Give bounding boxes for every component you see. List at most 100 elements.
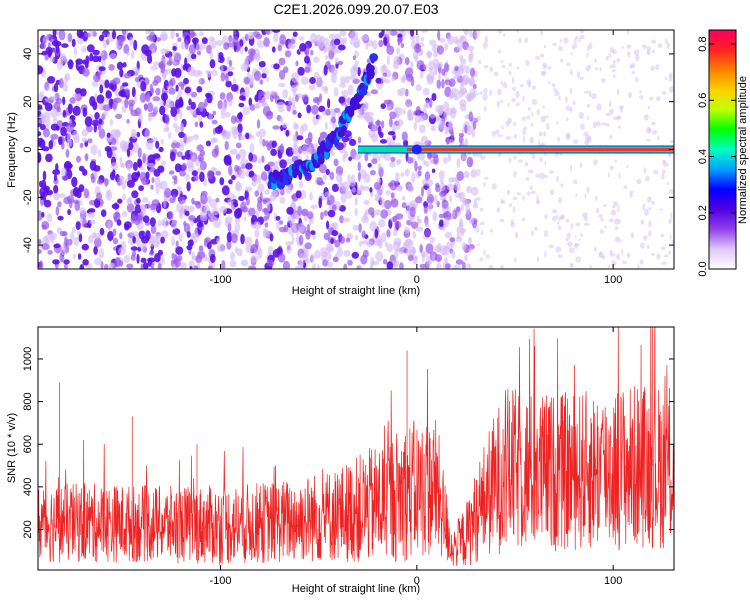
noise-blob — [147, 162, 156, 168]
noise-blob — [483, 249, 486, 256]
noise-blob — [52, 192, 61, 201]
noise-blob — [84, 32, 91, 38]
noise-blob — [190, 154, 196, 163]
noise-blob — [592, 159, 598, 166]
noise-blob — [309, 253, 315, 262]
noise-blob — [248, 265, 257, 269]
noise-blob — [201, 193, 206, 200]
noise-blob — [489, 66, 494, 73]
noise-blob — [350, 66, 358, 76]
noise-blob — [558, 196, 562, 204]
colorbar-tick-label: 0.2 — [697, 205, 709, 220]
spectrogram-frame — [37, 29, 675, 270]
noise-blob — [200, 214, 208, 222]
noise-blob — [393, 55, 401, 66]
noise-blob — [96, 94, 105, 104]
noise-blob — [318, 105, 326, 113]
noise-blob — [104, 263, 109, 269]
noise-blob — [512, 196, 518, 201]
noise-blob — [668, 189, 674, 194]
noise-blob — [175, 84, 179, 92]
noise-blob — [342, 217, 351, 223]
noise-blob — [401, 75, 406, 82]
noise-blob — [41, 220, 50, 230]
noise-blob — [76, 155, 81, 163]
noise-blob — [291, 236, 295, 244]
noise-blob — [359, 240, 362, 248]
noise-blob — [420, 36, 424, 42]
noise-blob — [365, 114, 373, 122]
noise-blob — [645, 126, 652, 134]
noise-blob — [140, 81, 147, 92]
noise-blob — [192, 200, 201, 206]
noise-blob — [304, 55, 310, 64]
noise-blob — [184, 39, 189, 50]
noise-blob — [476, 115, 481, 121]
noise-blob — [572, 101, 576, 105]
noise-blob — [178, 131, 185, 138]
noise-blob — [609, 64, 614, 69]
noise-blob — [316, 264, 320, 269]
noise-blob — [544, 250, 547, 258]
noise-blob — [429, 39, 436, 46]
noise-blob — [536, 109, 540, 116]
noise-blob — [596, 121, 601, 127]
noise-blob — [472, 83, 477, 90]
noise-blob — [530, 122, 534, 127]
noise-blob — [228, 165, 233, 176]
noise-blob — [198, 78, 202, 85]
noise-blob — [646, 196, 652, 203]
noise-blob — [603, 204, 608, 208]
noise-blob — [525, 177, 530, 181]
noise-blob — [555, 246, 562, 253]
noise-blob — [415, 84, 422, 92]
noise-blob — [441, 68, 446, 76]
noise-blob — [643, 114, 649, 121]
noise-blob — [257, 248, 263, 259]
noise-blob — [167, 210, 174, 220]
y-tick-label: 600 — [22, 435, 34, 453]
noise-blob — [46, 213, 53, 223]
noise-blob — [168, 170, 175, 175]
snr-y-axis-label: SNR (10 * v/v) — [6, 413, 18, 483]
noise-blob — [253, 221, 262, 230]
noise-blob — [271, 140, 278, 148]
noise-blob — [295, 60, 299, 67]
noise-blob — [207, 241, 212, 250]
noise-blob — [651, 130, 658, 135]
noise-blob — [326, 200, 331, 206]
noise-blob — [196, 86, 203, 93]
noise-blob — [122, 193, 127, 201]
noise-blob — [299, 43, 307, 52]
noise-blob — [265, 110, 274, 120]
noise-blob — [304, 65, 313, 74]
noise-blob — [461, 75, 466, 83]
noise-blob — [232, 36, 239, 47]
noise-blob — [621, 249, 624, 256]
noise-blob — [415, 33, 420, 44]
noise-blob — [669, 85, 674, 94]
noise-blob — [112, 168, 116, 177]
noise-blob — [556, 121, 559, 125]
noise-blob — [339, 215, 344, 224]
noise-blob — [254, 190, 259, 197]
noise-blob — [666, 162, 669, 168]
noise-blob — [498, 49, 502, 54]
noise-blob — [567, 241, 573, 247]
noise-blob — [419, 263, 427, 269]
noise-blob — [651, 49, 655, 54]
noise-blob — [497, 88, 502, 96]
noise-blob — [438, 219, 444, 227]
noise-blob — [288, 42, 293, 48]
noise-blob — [460, 35, 464, 46]
noise-blob — [587, 115, 590, 121]
noise-blob — [390, 156, 396, 162]
noise-blob — [94, 257, 102, 266]
noise-blob — [627, 30, 629, 36]
noise-blob — [154, 176, 161, 187]
noise-blob — [465, 65, 470, 75]
noise-blob — [104, 146, 112, 152]
noise-blob — [378, 238, 383, 249]
noise-blob — [617, 218, 621, 225]
noise-blob — [386, 106, 392, 111]
